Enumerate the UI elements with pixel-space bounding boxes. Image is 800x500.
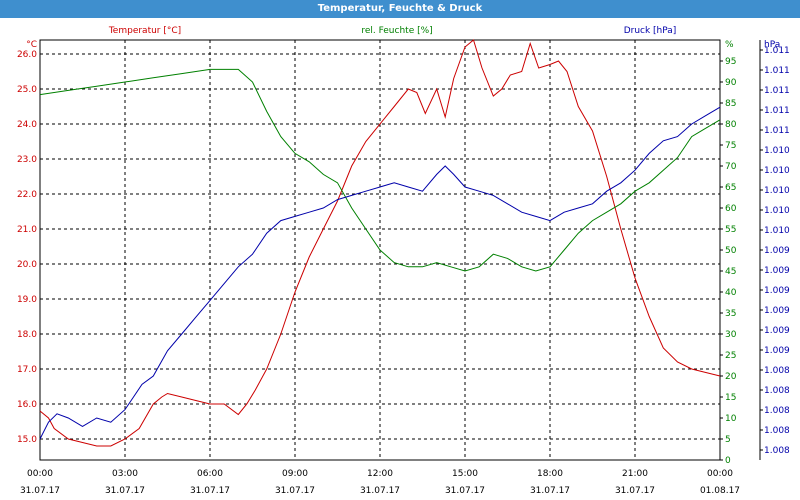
x-tick-date: 31.07.17 bbox=[275, 486, 315, 496]
y-tick-humidity: 90 bbox=[725, 78, 737, 88]
y-tick-humidity: 25 bbox=[725, 351, 736, 361]
tick-labels: 00:00 31.07.17 03:00 31.07.17 06:00 31.07.17 0… bbox=[17, 40, 790, 496]
x-tick-date: 31.07.17 bbox=[190, 486, 230, 496]
series-temperature-legend: Temperatur [°C] bbox=[108, 26, 181, 36]
series-pressure-line bbox=[39, 106, 721, 440]
x-tick-time: 15:00 bbox=[452, 469, 478, 479]
y-tick-pressure: 1.008 bbox=[764, 386, 790, 396]
y-tick-temperature: 17.0 bbox=[17, 365, 37, 375]
x-tick-date: 31.07.17 bbox=[530, 486, 570, 496]
y-tick-humidity: 65 bbox=[725, 183, 736, 193]
y-tick-humidity: 15 bbox=[725, 393, 736, 403]
y-tick-pressure: 1.010 bbox=[764, 166, 790, 176]
y-tick-humidity: 50 bbox=[725, 246, 737, 256]
y-tick-humidity: 75 bbox=[725, 141, 736, 151]
y-tick-temperature: 19.0 bbox=[17, 295, 37, 305]
y-tick-humidity: 40 bbox=[725, 288, 737, 298]
x-tick-date: 31.07.17 bbox=[360, 486, 400, 496]
y-tick-temperature: 20.0 bbox=[17, 260, 37, 270]
y-tick-pressure: 1.008 bbox=[764, 446, 790, 456]
y-tick-temperature: 16.0 bbox=[17, 400, 37, 410]
y-tick-pressure: 1.011 bbox=[764, 86, 790, 96]
y-tick-temperature: 24.0 bbox=[17, 120, 37, 130]
y-tick-temperature: 23.0 bbox=[17, 155, 37, 165]
x-tick-date: 31.07.17 bbox=[615, 486, 655, 496]
y-tick-pressure: 1.008 bbox=[764, 406, 790, 416]
y-tick-temperature: 21.0 bbox=[17, 225, 37, 235]
y-tick-pressure: 1.010 bbox=[764, 146, 790, 156]
unit-humidity: % bbox=[725, 40, 734, 50]
y-tick-humidity: 10 bbox=[725, 414, 737, 424]
y-tick-pressure: 1.009 bbox=[764, 286, 790, 296]
x-tick-date: 31.07.17 bbox=[445, 486, 485, 496]
y-tick-pressure: 1.011 bbox=[764, 106, 790, 116]
x-tick-date: 31.07.17 bbox=[20, 486, 60, 496]
y-tick-pressure: 1.010 bbox=[764, 226, 790, 236]
legend: Temperatur [°C] rel. Feuchte [%] Druck [hP… bbox=[108, 26, 676, 36]
x-tick-time: 18:00 bbox=[537, 469, 563, 479]
y-tick-humidity: 20 bbox=[725, 372, 737, 382]
y-tick-temperature: 22.0 bbox=[17, 190, 37, 200]
y-tick-humidity: 95 bbox=[725, 57, 736, 67]
series-humidity-legend: rel. Feuchte [%] bbox=[361, 26, 432, 36]
x-tick-time: 12:00 bbox=[367, 469, 393, 479]
y-tick-pressure: 1.011 bbox=[764, 46, 790, 56]
y-tick-temperature: 25.0 bbox=[17, 85, 37, 95]
y-tick-pressure: 1.010 bbox=[764, 186, 790, 196]
y-tick-humidity: 70 bbox=[725, 162, 737, 172]
y-tick-temperature: 15.0 bbox=[17, 435, 37, 445]
x-tick-time: 09:00 bbox=[282, 469, 308, 479]
x-tick-time: 21:00 bbox=[622, 469, 648, 479]
y-tick-pressure: 1.011 bbox=[764, 66, 790, 76]
axes bbox=[39, 39, 763, 461]
y-tick-pressure: 1.009 bbox=[764, 246, 790, 256]
y-tick-temperature: 26.0 bbox=[17, 50, 37, 60]
unit-temperature: °C bbox=[26, 40, 37, 50]
series-lines bbox=[39, 39, 721, 447]
y-tick-humidity: 55 bbox=[725, 225, 736, 235]
y-tick-humidity: 35 bbox=[725, 309, 736, 319]
y-tick-humidity: 80 bbox=[725, 120, 737, 130]
y-tick-temperature: 18.0 bbox=[17, 330, 37, 340]
x-tick-time: 00:00 bbox=[707, 469, 733, 479]
window-title: Temperatur, Feuchte & Druck bbox=[0, 0, 800, 18]
series-pressure-legend: Druck [hPa] bbox=[624, 26, 677, 36]
y-tick-humidity: 0 bbox=[725, 456, 731, 466]
x-tick-time: 03:00 bbox=[112, 469, 138, 479]
y-tick-humidity: 30 bbox=[725, 330, 737, 340]
y-tick-humidity: 85 bbox=[725, 99, 736, 109]
y-tick-pressure: 1.009 bbox=[764, 266, 790, 276]
x-tick-date: 01.08.17 bbox=[700, 486, 740, 496]
y-tick-pressure: 1.009 bbox=[764, 346, 790, 356]
y-tick-pressure: 1.009 bbox=[764, 326, 790, 336]
series-humidity-line bbox=[39, 68, 721, 272]
y-tick-pressure: 1.008 bbox=[764, 366, 790, 376]
x-tick-time: 06:00 bbox=[197, 469, 223, 479]
y-tick-humidity: 45 bbox=[725, 267, 736, 277]
y-tick-humidity: 5 bbox=[725, 435, 731, 445]
x-tick-date: 31.07.17 bbox=[105, 486, 145, 496]
y-tick-pressure: 1.011 bbox=[764, 126, 790, 136]
y-tick-pressure: 1.010 bbox=[764, 206, 790, 216]
series-temperature-line bbox=[39, 39, 721, 447]
unit-pressure: hPa bbox=[764, 40, 780, 50]
y-tick-humidity: 60 bbox=[725, 204, 737, 214]
y-tick-pressure: 1.009 bbox=[764, 306, 790, 316]
x-tick-time: 00:00 bbox=[27, 469, 53, 479]
y-tick-pressure: 1.008 bbox=[764, 426, 790, 436]
